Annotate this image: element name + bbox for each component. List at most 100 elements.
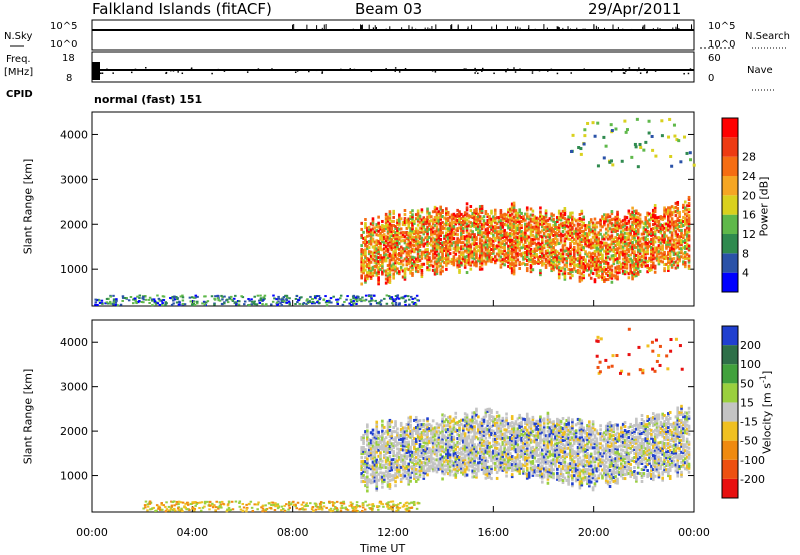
echo-cell	[404, 474, 407, 477]
nave-point	[515, 71, 517, 73]
echo-cell	[404, 460, 407, 463]
ground-scatter	[343, 301, 346, 303]
echo-cell	[522, 215, 525, 218]
echo-cell	[445, 268, 448, 271]
nave-point	[131, 72, 133, 74]
nave-point	[623, 72, 625, 74]
ground-scatter	[318, 295, 321, 297]
echo-cell	[392, 216, 395, 219]
ground-scatter	[194, 304, 197, 306]
nave-point	[271, 68, 273, 70]
ground-scatter	[161, 302, 164, 304]
nave-point	[239, 69, 241, 71]
echo-cell	[439, 206, 442, 209]
ground-scatter	[130, 296, 133, 298]
ground-scatter	[309, 296, 312, 298]
echo-cell	[680, 229, 683, 232]
ground-scatter	[101, 303, 104, 305]
nave-point	[535, 69, 537, 71]
echo-cell	[441, 209, 444, 212]
nave-point	[190, 69, 192, 71]
echo-cell	[684, 261, 687, 264]
echo-cell	[639, 270, 642, 273]
echo-cell	[684, 200, 687, 203]
echo-cell	[377, 431, 380, 434]
echo-cell	[558, 210, 561, 213]
echo-cell	[579, 270, 582, 273]
echo-cell	[370, 261, 373, 264]
nave-point	[596, 69, 598, 71]
ground-scatter	[340, 295, 343, 297]
echo-cell	[417, 270, 420, 273]
ground-scatter	[294, 303, 297, 305]
echo-cell	[515, 209, 518, 212]
echo-cell	[688, 265, 691, 268]
ground-scatter	[383, 298, 386, 300]
ground-scatter	[94, 304, 97, 306]
echo-cell	[404, 213, 407, 216]
echo-cell	[402, 263, 405, 266]
ground-scatter	[370, 303, 373, 305]
nave-point	[465, 68, 467, 70]
far-echo	[679, 160, 682, 163]
far-echo	[639, 146, 642, 149]
ground-scatter	[220, 295, 223, 297]
ground-scatter	[162, 295, 165, 297]
echo-cell	[552, 246, 555, 249]
ground-scatter	[282, 298, 285, 300]
echo-cell	[389, 483, 392, 486]
echo-cell	[648, 223, 651, 226]
echo-cell	[458, 269, 461, 272]
nave-point	[399, 71, 401, 73]
echo-cell	[688, 255, 691, 258]
echo-cell	[490, 210, 493, 213]
ground-scatter	[214, 295, 217, 297]
ground-scatter	[190, 300, 193, 302]
nave-point	[683, 73, 685, 75]
echo-cell	[417, 209, 420, 212]
nsky-panel	[92, 20, 694, 50]
echo-cell	[449, 453, 452, 456]
far-echo	[683, 136, 686, 139]
echo-cell	[407, 469, 410, 472]
ground-scatter	[374, 300, 377, 302]
echo-cell	[441, 417, 444, 420]
ground-scatter	[248, 304, 251, 306]
echo-cell	[426, 208, 429, 211]
echo-cell	[372, 238, 375, 241]
echo-cell	[398, 214, 401, 217]
ground-scatter	[326, 304, 329, 306]
echo-cell	[635, 210, 638, 213]
echo-cell	[611, 269, 614, 272]
ground-scatter	[138, 300, 141, 302]
echo-cell	[541, 260, 544, 263]
ground-scatter	[217, 295, 220, 297]
echo-cell	[366, 429, 369, 432]
ground-scatter	[219, 300, 222, 302]
ground-scatter	[370, 297, 373, 299]
ground-scatter	[158, 298, 161, 300]
echo-cell	[453, 237, 456, 240]
echo-cell	[631, 241, 634, 244]
far-echo	[596, 122, 599, 125]
far-echo	[605, 145, 608, 148]
echo-cell	[456, 233, 459, 236]
echo-cell	[381, 486, 384, 489]
nave-point	[688, 73, 690, 75]
nave-point	[656, 69, 658, 71]
echo-cell	[428, 268, 431, 271]
nave-point	[145, 67, 147, 69]
echo-cell	[518, 267, 521, 270]
echo-cell	[364, 218, 367, 221]
ground-scatter	[138, 297, 141, 299]
echo-cell	[582, 274, 585, 277]
echo-cell	[428, 256, 431, 259]
ground-scatter	[172, 300, 175, 302]
echo-cell	[426, 473, 429, 476]
ground-scatter	[368, 295, 371, 297]
echo-cell	[658, 220, 661, 223]
echo-cell	[366, 489, 369, 492]
echo-cell	[368, 246, 371, 249]
ground-scatter	[115, 300, 118, 302]
echo-cell	[539, 269, 542, 272]
